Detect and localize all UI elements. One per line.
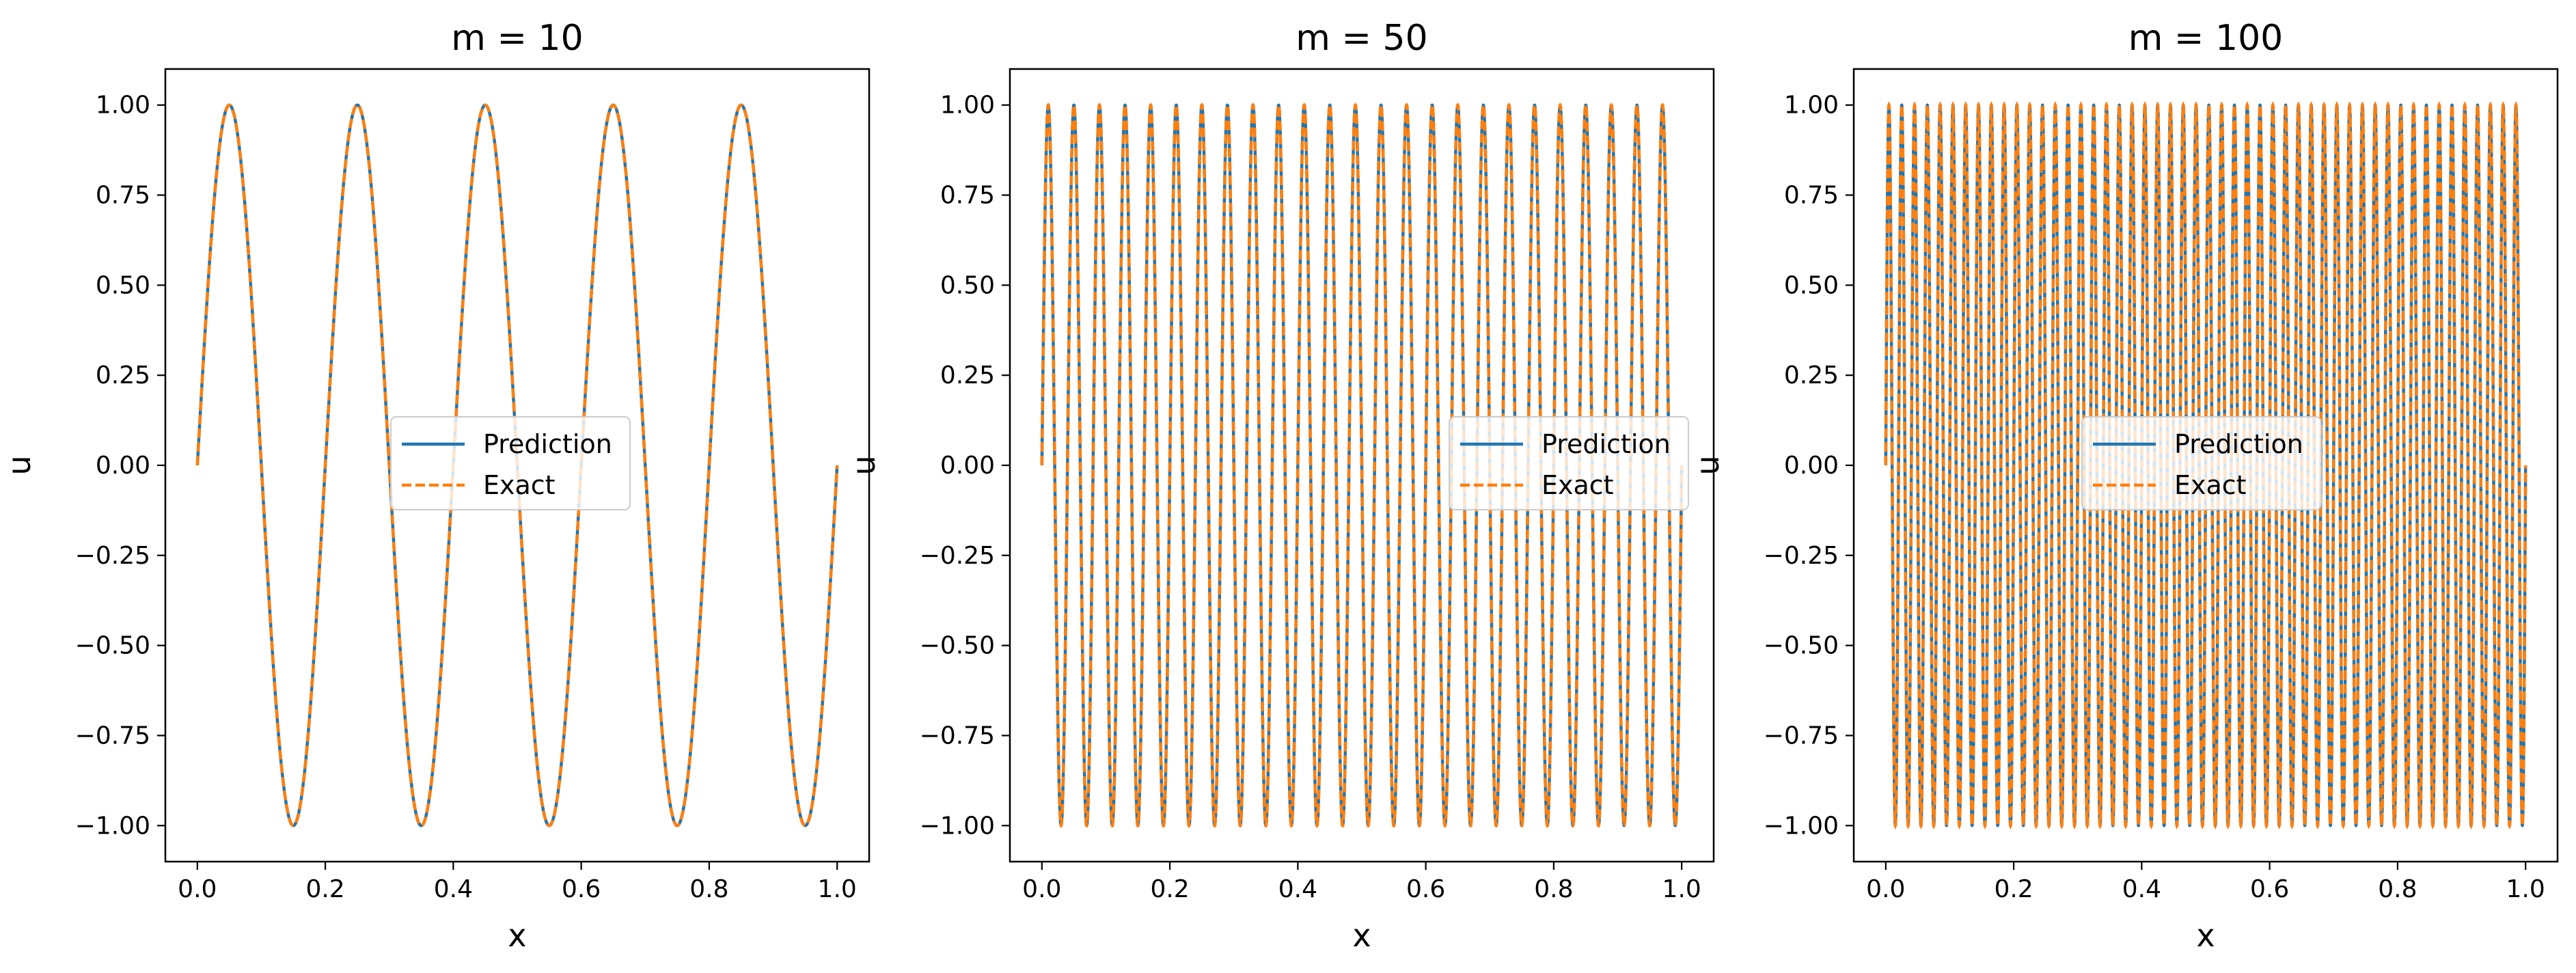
x-axis-label: x [1352,917,1371,954]
subplot-3: 0.0 0.2 0.4 0.6 0.8 1.0 1.00 0.75 0.50 0.25 0.00 −0… [1689,18,2559,954]
y-tick-label: −1.00 [920,812,995,840]
legend: Prediction Exact [2081,416,2322,510]
y-tick-label: −0.75 [920,722,995,750]
y-axis-label: u [1,455,38,475]
y-tick-label: −0.50 [1764,632,1839,660]
subplot-title: m = 50 [1296,18,1427,59]
x-tick-label: 0.4 [434,875,473,903]
x-tick-label: 0.4 [1278,875,1317,903]
y-tick-label: −1.00 [1764,812,1839,840]
x-tick-label: 0.8 [1534,875,1573,903]
y-tick-label: −0.50 [920,632,995,660]
y-tick-label: 0.50 [96,271,150,299]
plot-area [1040,102,1684,828]
x-tick-label: 1.0 [1662,875,1701,903]
y-tick-label: 0.75 [940,182,995,210]
y-tick-label: −0.25 [75,542,150,570]
x-tick-label: 0.0 [178,875,217,903]
legend-exact-label: Exact [1542,470,1614,500]
y-tick-label: 0.25 [940,361,995,389]
legend-prediction-label: Prediction [483,429,612,459]
subplot-1: 0.0 0.2 0.4 0.6 0.8 1.0 1.00 0.75 0.50 0.25 0.00 −0… [1,18,871,954]
exact-line [1040,102,1684,828]
x-tick-label: 0.8 [689,875,728,903]
x-tick-label: 0.6 [562,875,601,903]
x-tick-label: 0.2 [1150,875,1189,903]
subplot-2: 0.0 0.2 0.4 0.6 0.8 1.0 1.00 0.75 0.50 0.25 0.00 −0… [845,18,1715,954]
y-tick-label: −1.00 [75,812,150,840]
subplot-title: m = 100 [2128,18,2284,59]
legend: Prediction Exact [1449,416,1689,510]
y-tick-label: −0.50 [75,632,150,660]
legend-prediction-label: Prediction [2174,429,2303,459]
y-tick-label: 1.00 [1784,92,1839,120]
x-axis-label: x [508,917,526,954]
x-tick-label: 0.8 [2378,875,2417,903]
x-tick-label: 1.0 [2506,875,2545,903]
y-tick-label: 1.00 [96,92,150,120]
x-tick-label: 1.0 [818,875,857,903]
x-tick-label: 0.0 [1866,875,1905,903]
y-tick-label: 0.00 [96,452,150,480]
y-tick-label: 0.25 [1784,361,1839,389]
y-tick-label: 0.75 [1784,182,1839,210]
subplot-title: m = 10 [451,18,583,59]
legend-prediction-label: Prediction [1542,429,1671,459]
x-tick-label: 0.4 [2122,875,2161,903]
legend-exact-label: Exact [2174,470,2247,500]
y-tick-label: −0.25 [1764,542,1839,570]
y-tick-label: 0.25 [96,361,150,389]
y-tick-label: 0.00 [1784,452,1839,480]
x-tick-label: 0.6 [2250,875,2289,903]
y-tick-label: 0.50 [940,271,995,299]
y-tick-label: 1.00 [940,92,995,120]
subplots: 0.0 0.2 0.4 0.6 0.8 1.0 1.00 0.75 0.50 0.25 0.00 −0… [1,18,2559,954]
x-tick-label: 0.0 [1022,875,1061,903]
y-tick-label: −0.75 [75,722,150,750]
x-tick-label: 0.6 [1406,875,1445,903]
y-tick-label: −0.75 [1764,722,1839,750]
x-tick-label: 0.2 [1994,875,2033,903]
y-axis-label: u [1689,455,1726,475]
y-tick-label: 0.50 [1784,271,1839,299]
y-axis-label: u [845,455,882,475]
y-tick-label: 0.75 [96,182,150,210]
y-tick-label: −0.25 [920,542,995,570]
y-tick-label: 0.00 [940,452,995,480]
legend-exact-label: Exact [483,470,556,500]
x-axis-label: x [2196,917,2215,954]
x-tick-label: 0.2 [305,875,344,903]
legend: Prediction Exact [390,416,631,510]
